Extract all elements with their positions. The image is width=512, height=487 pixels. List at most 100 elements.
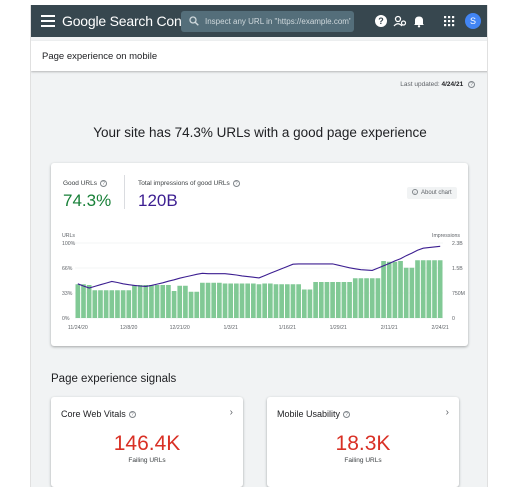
page-experience-chart: 0% 0 33% 750M 66% 1.5B 100% 2.3B URLs Impressions… <box>62 233 465 331</box>
chart-bar <box>115 290 120 318</box>
chart-bar <box>290 284 296 318</box>
x-tick-label: 1/16/21 <box>279 325 296 331</box>
menu-icon[interactable] <box>41 15 55 27</box>
apps-grid-icon[interactable] <box>442 14 456 28</box>
chart-bar <box>154 285 160 318</box>
account-avatar[interactable]: S <box>465 13 481 29</box>
chart-bar <box>398 261 403 318</box>
account-settings-icon[interactable] <box>393 14 407 28</box>
chart-bar <box>205 282 211 318</box>
mobile-usability-card[interactable]: Mobile Usability? › 18.3K Failing URLs <box>267 397 459 487</box>
chart-bar <box>228 283 234 318</box>
chart-bar <box>420 260 426 318</box>
chevron-right-icon[interactable]: › <box>445 407 449 418</box>
chart-bar <box>318 282 324 318</box>
chart-bar <box>98 290 103 318</box>
y-left-tick-label: 33% <box>62 291 73 297</box>
search-input[interactable] <box>205 14 351 29</box>
chart-bar <box>335 282 341 318</box>
y-left-tick-label: 100% <box>62 241 76 247</box>
impressions-label: Total impressions of good URLs? <box>138 180 240 187</box>
impressions-line <box>77 245 441 289</box>
chart-bar <box>183 285 188 318</box>
app-title[interactable]: Google Search Console <box>62 13 207 29</box>
chart-bar <box>330 282 335 318</box>
chart-bar <box>166 285 171 318</box>
chart-bar <box>284 284 290 318</box>
svg-text:?: ? <box>378 16 384 26</box>
top-app-bar: Google Search Console ? <box>31 5 487 37</box>
last-updated: Last updated: 4/24/21 ? <box>400 81 475 88</box>
chart-bar <box>200 282 205 318</box>
chart-bar <box>409 267 415 318</box>
chart-bar <box>86 285 92 318</box>
chart-bar <box>109 290 115 318</box>
impressions-value: 120B <box>138 191 178 210</box>
chart-bar <box>347 282 352 318</box>
x-tick-label: 12/21/20 <box>170 325 190 331</box>
chart-bar <box>211 282 217 318</box>
info-icon: i <box>412 189 418 196</box>
about-chart-button[interactable]: i About chart <box>407 187 457 199</box>
chart-bar <box>120 290 126 318</box>
y-right-axis-label: Impressions <box>432 233 460 239</box>
chart-bar <box>251 283 256 318</box>
help-circle-icon[interactable]: ? <box>468 81 475 88</box>
chart-bar <box>256 284 262 318</box>
app-window: Google Search Console ? <box>30 5 488 487</box>
chart-bar <box>403 267 409 318</box>
chart-bar <box>137 285 143 318</box>
help-icon[interactable]: ? <box>374 14 388 28</box>
chart-bar <box>171 291 177 318</box>
help-circle-icon[interactable]: ? <box>343 411 351 419</box>
chart-bar <box>75 284 81 318</box>
core-web-vitals-card[interactable]: Core Web Vitals? › 146.4K Failing URLs <box>51 397 243 487</box>
chevron-right-icon[interactable]: › <box>229 407 233 418</box>
chart-bar <box>234 283 239 318</box>
chart-bar <box>432 260 437 318</box>
good-urls-label: Good URLs? <box>63 180 107 187</box>
y-right-tick-label: 0 <box>452 316 455 322</box>
chart-bar <box>296 284 301 318</box>
chart-bar <box>386 261 392 318</box>
chart-bar <box>92 290 98 318</box>
chart-bar <box>437 260 443 318</box>
last-updated-date: 4/24/21 <box>441 81 464 89</box>
chart-bar <box>279 284 284 318</box>
chart-bar <box>194 291 200 318</box>
chart-bar <box>369 278 375 318</box>
good-urls-value: 74.3% <box>63 191 112 210</box>
metric-divider <box>124 175 125 209</box>
y-left-axis-label: URLs <box>62 233 75 239</box>
chart-bar <box>392 261 398 318</box>
signal-sub-label: Failing URLs <box>344 457 382 464</box>
chart-bar <box>364 278 369 318</box>
chart-bar <box>132 285 137 318</box>
chart-bar <box>273 284 279 318</box>
chart-bar <box>222 283 228 318</box>
chart-bar <box>177 285 183 318</box>
url-inspection-search[interactable] <box>181 11 354 32</box>
notifications-bell-icon[interactable] <box>412 14 426 28</box>
signal-value: 146.4K <box>113 432 181 455</box>
chart-bar <box>352 278 358 318</box>
search-icon <box>189 16 199 26</box>
chart-bar <box>81 284 86 318</box>
chart-bar <box>143 285 149 318</box>
chart-card: Good URLs? 74.3% Total impressions of go… <box>51 163 468 346</box>
chart-bar <box>301 289 307 318</box>
y-right-tick-label: 750M <box>452 291 465 297</box>
help-circle-icon[interactable]: ? <box>128 411 136 419</box>
help-circle-icon[interactable]: ? <box>99 180 107 187</box>
signal-value: 18.3K <box>335 432 391 455</box>
chart-bar <box>381 261 386 318</box>
section-title: Page experience signals <box>51 373 177 385</box>
x-tick-label: 1/29/21 <box>330 325 347 331</box>
chart-bar <box>307 289 313 318</box>
chart-bar <box>103 290 109 318</box>
y-left-tick-label: 66% <box>62 266 73 272</box>
x-tick-label: 11/24/20 <box>68 325 88 331</box>
chart-bar <box>426 260 432 318</box>
x-tick-label: 1/3/21 <box>223 325 238 331</box>
help-circle-icon[interactable]: ? <box>232 180 240 187</box>
